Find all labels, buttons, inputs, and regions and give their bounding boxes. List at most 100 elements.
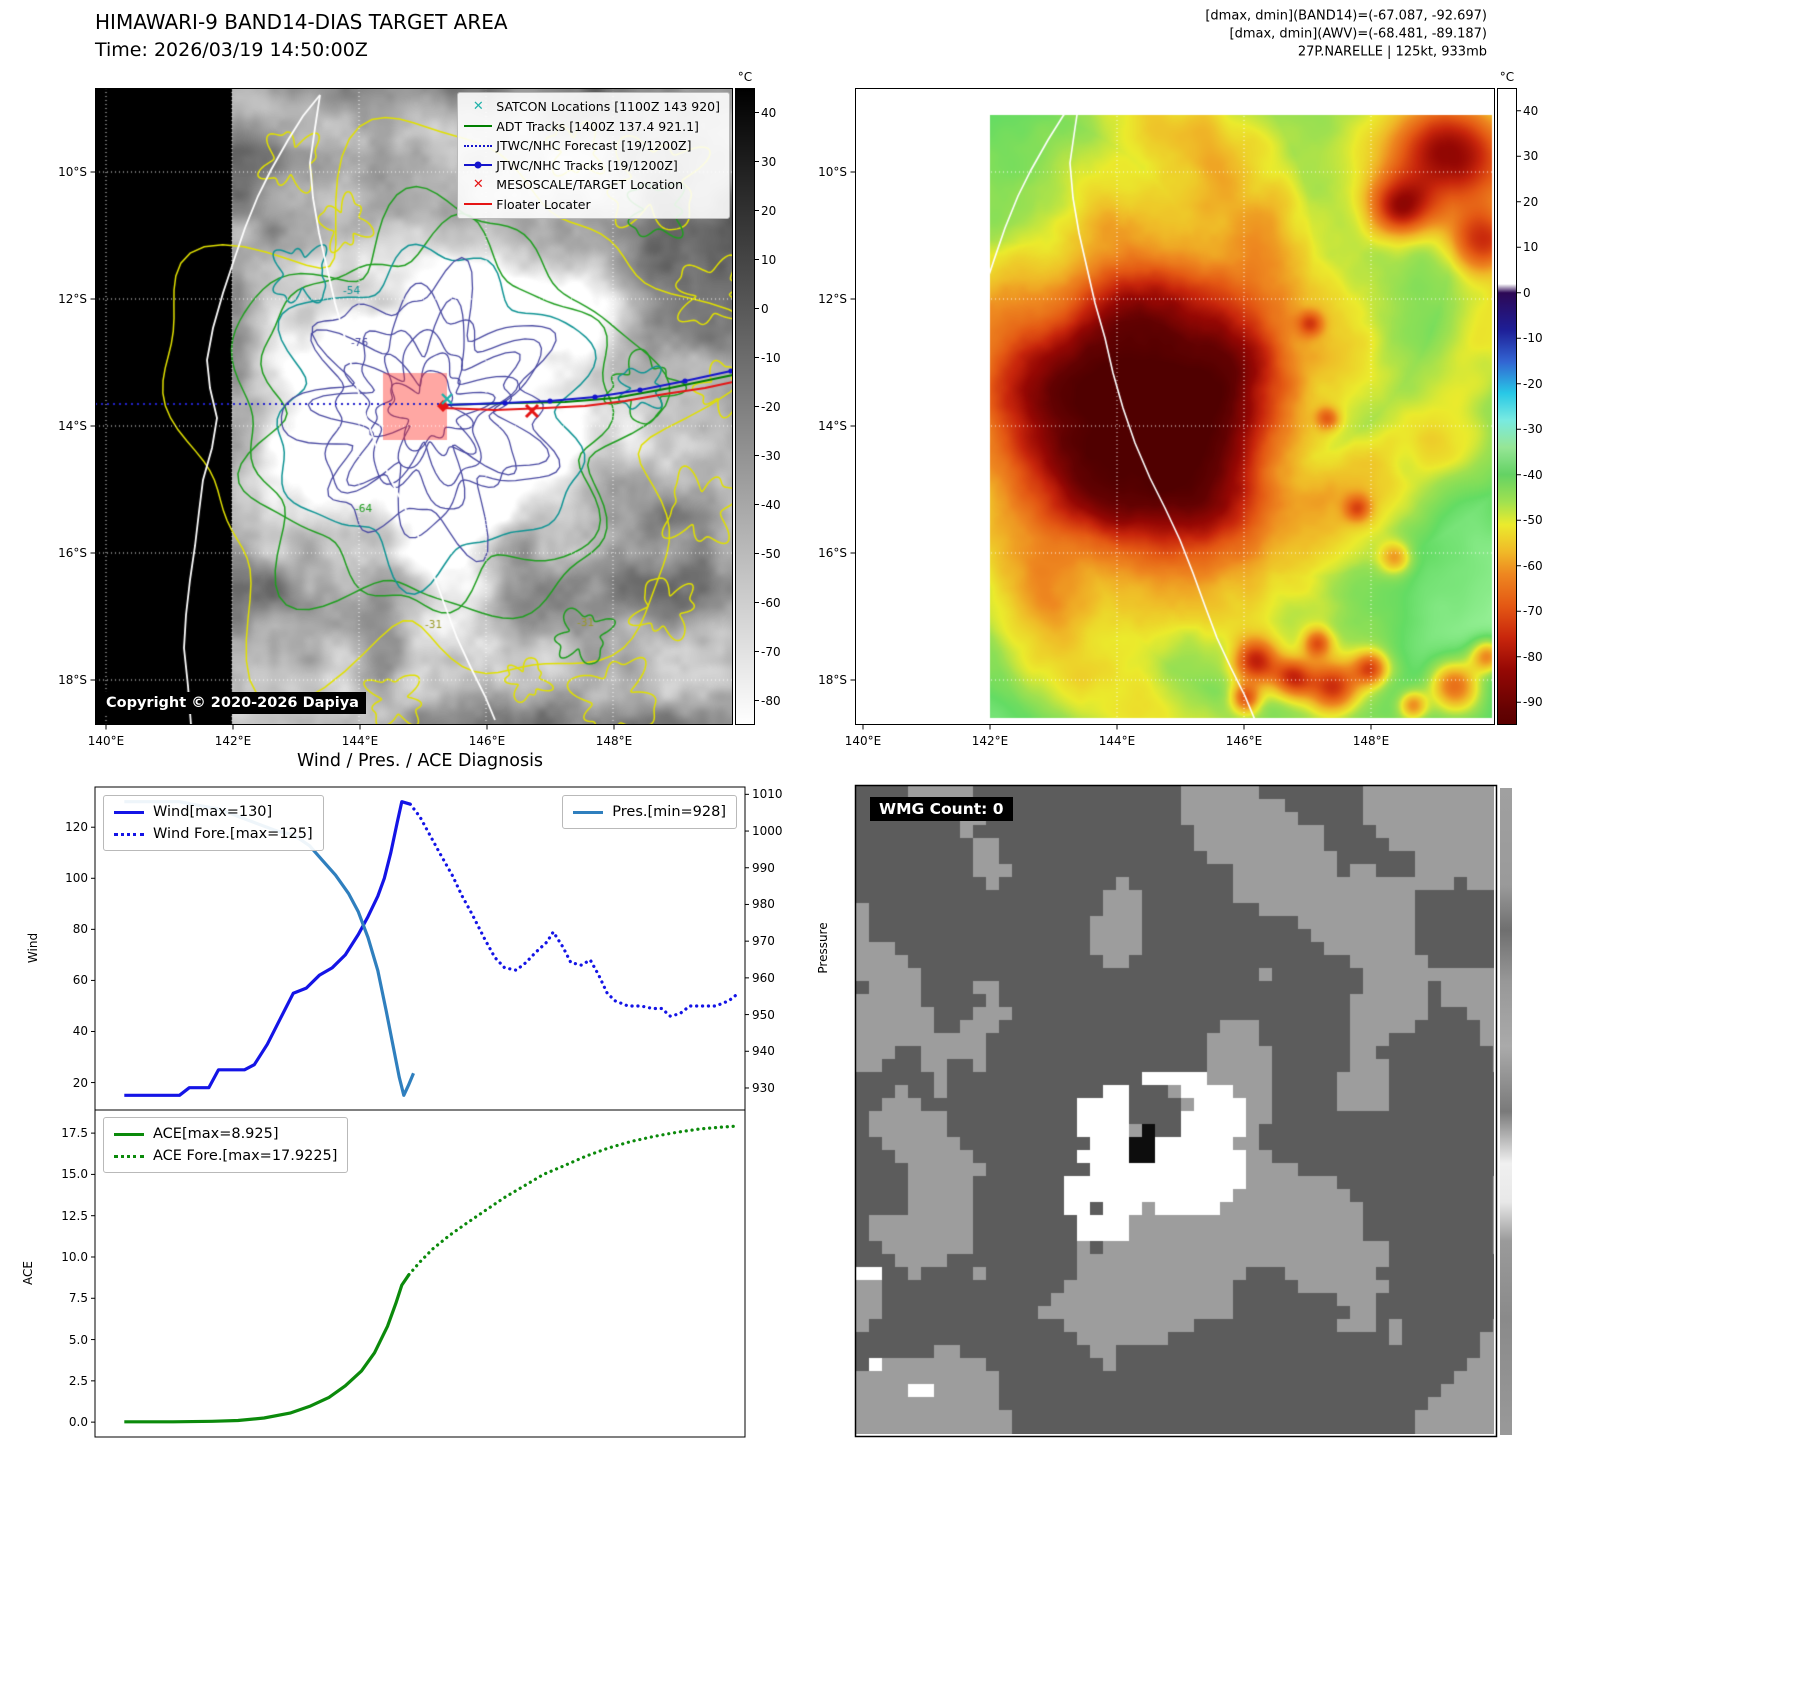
colorbar-tick-label: -60 (1523, 558, 1543, 573)
y2-tick-label: 990 (752, 860, 775, 875)
colorbar-tick-label: -10 (761, 350, 781, 365)
lat-tick-label: 18°S (818, 673, 847, 687)
legend-label: Pres.[min=928] (612, 804, 726, 820)
panel1-title: HIMAWARI-9 BAND14-DIAS TARGET AREA (95, 10, 508, 34)
lat-tick-label: 14°S (818, 419, 847, 433)
legend-item: Wind Fore.[max=125] (114, 823, 313, 845)
legend-item: ACE[max=8.925] (114, 1123, 337, 1145)
map-legend-label: JTWC/NHC Forecast [19/1200Z] (496, 138, 692, 154)
ace-legend: ACE[max=8.925] ACE Fore.[max=17.9225] (103, 1117, 349, 1173)
lon-tick-label: 148°E (1352, 734, 1390, 748)
wmg-count-label: WMG Count: 0 (870, 797, 1013, 821)
dotted-line-icon (464, 144, 493, 147)
x-marker-icon: ✕ (472, 177, 484, 193)
colorbar-tick-label: -50 (761, 546, 781, 561)
colorbar-tick-label: -20 (761, 399, 781, 414)
map-legend-label: ADT Tracks [1400Z 137.4 921.1] (496, 118, 699, 134)
map-legend-label: SATCON Locations [1100Z 143 920] (496, 99, 720, 115)
colorbar-tick-label: 40 (1523, 103, 1539, 118)
y-tick-label: 60 (72, 973, 88, 988)
colorbar-tick-label: -80 (761, 693, 781, 708)
wind-legend: Wind[max=130] Wind Fore.[max=125] (103, 795, 324, 851)
series-Wind Fore.[max=125] (408, 802, 737, 1018)
awv-satellite-image (855, 88, 1495, 725)
lat-tick-label: 14°S (58, 419, 87, 433)
map-legend-item: Floater Locater (460, 195, 720, 215)
legend-label: ACE[max=8.925] (153, 1126, 279, 1142)
colorbar-tick-label: -80 (1523, 649, 1543, 664)
awv-colorbar (1497, 88, 1517, 725)
wmg-image (856, 786, 1494, 1434)
lon-tick-label: 144°E (1098, 734, 1136, 748)
y-tick-label: 15.0 (61, 1167, 88, 1182)
y-tick-label: 120 (65, 820, 88, 835)
line-icon (464, 203, 493, 206)
colorbar-tick-label: 40 (761, 105, 777, 120)
pressure-axis-label: Pressure (816, 922, 830, 974)
line-icon (114, 1132, 144, 1136)
band14-map-panel: ✕ SATCON Locations [1100Z 143 920] ADT Tra… (95, 88, 733, 725)
y2-tick-label: 960 (752, 970, 775, 985)
lat-tick-label: 12°S (58, 292, 87, 306)
lon-tick-label: 142°E (214, 734, 252, 748)
map-legend-label: JTWC/NHC Tracks [19/1200Z] (496, 157, 678, 173)
y-tick-label: 80 (72, 922, 88, 937)
lat-tick-label: 12°S (818, 292, 847, 306)
series-ACE Fore.[max=17.9225] (407, 1124, 737, 1277)
lat-tick-label: 10°S (818, 165, 847, 179)
panel1-subtitle: Time: 2026/03/19 14:50:00Z (95, 39, 368, 61)
line-icon (114, 810, 144, 814)
lon-tick-label: 148°E (595, 734, 633, 748)
y-tick-label: 2.5 (68, 1373, 88, 1388)
y2-tick-label: 930 (752, 1080, 775, 1095)
map-legend-item: ADT Tracks [1400Z 137.4 921.1] (460, 117, 720, 137)
pressure-legend: Pres.[min=928] (562, 795, 737, 829)
colorbar-tick-label: -70 (1523, 604, 1543, 619)
x-marker-icon: ✕ (472, 99, 484, 115)
y2-tick-label: 1010 (752, 787, 783, 802)
map-legend: ✕ SATCON Locations [1100Z 143 920] ADT Tra… (457, 92, 730, 219)
legend-item: ACE Fore.[max=17.9225] (114, 1145, 337, 1167)
map-legend-item: JTWC/NHC Forecast [19/1200Z] (460, 136, 720, 156)
legend-label: Wind[max=130] (153, 804, 273, 820)
line-icon (460, 203, 496, 206)
y2-tick-label: 1000 (752, 824, 783, 839)
lon-tick-label: 142°E (971, 734, 1009, 748)
y-tick-label: 0.0 (68, 1415, 88, 1430)
colorbar-tick-label: -10 (1523, 331, 1543, 346)
lon-tick-label: 144°E (341, 734, 379, 748)
dmax-dmin-band14-annotation: [dmax, dmin](BAND14)=(-67.087, -92.697) (1205, 8, 1487, 24)
chart-title: Wind / Pres. / ACE Diagnosis (296, 751, 544, 771)
y-tick-label: 40 (72, 1024, 88, 1039)
dot-marker-icon (474, 161, 482, 169)
y2-tick-label: 950 (752, 1007, 775, 1022)
legend-label: Wind Fore.[max=125] (153, 826, 313, 842)
colorbar-tick-label: 10 (761, 252, 777, 267)
dmax-dmin-awv-annotation: [dmax, dmin](AWV)=(-68.481, -89.187) (1229, 26, 1487, 42)
line-icon (464, 125, 493, 128)
wmg-panel: WMG Count: 0 (856, 786, 1496, 1436)
colorbar-tick-label: 20 (1523, 194, 1539, 209)
y-tick-label: 7.5 (68, 1291, 88, 1306)
y2-tick-label: 940 (752, 1044, 775, 1059)
y-tick-label: 17.5 (61, 1126, 88, 1141)
colorbar-tick-label: -30 (1523, 422, 1543, 437)
series-ACE[max=8.925] (124, 1273, 411, 1424)
lon-tick-label: 146°E (468, 734, 506, 748)
lat-tick-label: 16°S (58, 546, 87, 560)
legend-item: Wind[max=130] (114, 801, 313, 823)
lat-tick-label: 18°S (58, 673, 87, 687)
colorbar-tick-label: -20 (1523, 376, 1543, 391)
colorbar-tick-label: -60 (761, 595, 781, 610)
lat-tick-label: 16°S (818, 546, 847, 560)
linedot-icon (460, 161, 496, 169)
colorbar-tick-label: -90 (1523, 695, 1543, 710)
colorbar-unit-label: °C (1499, 70, 1515, 84)
map-legend-item: JTWC/NHC Tracks [19/1200Z] (460, 156, 720, 176)
dotted-line-icon (114, 832, 144, 836)
copyright-label: Copyright © 2020-2026 Dapiya (99, 692, 366, 714)
legend-item: Pres.[min=928] (573, 801, 726, 823)
y2-tick-label: 980 (752, 897, 775, 912)
y-tick-label: 20 (72, 1075, 88, 1090)
